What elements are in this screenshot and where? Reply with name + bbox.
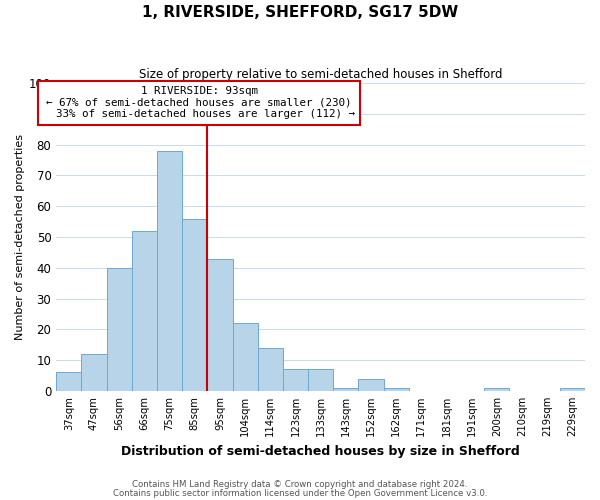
- Bar: [157, 151, 182, 391]
- Text: Contains public sector information licensed under the Open Government Licence v3: Contains public sector information licen…: [113, 490, 487, 498]
- Bar: [383, 388, 409, 391]
- Text: 1, RIVERSIDE, SHEFFORD, SG17 5DW: 1, RIVERSIDE, SHEFFORD, SG17 5DW: [142, 5, 458, 20]
- X-axis label: Distribution of semi-detached houses by size in Shefford: Distribution of semi-detached houses by …: [121, 444, 520, 458]
- Text: Contains HM Land Registry data © Crown copyright and database right 2024.: Contains HM Land Registry data © Crown c…: [132, 480, 468, 489]
- Bar: [107, 268, 132, 391]
- Title: Size of property relative to semi-detached houses in Shefford: Size of property relative to semi-detach…: [139, 68, 502, 80]
- Bar: [132, 231, 157, 391]
- Bar: [56, 372, 82, 391]
- Bar: [283, 370, 308, 391]
- Text: 1 RIVERSIDE: 93sqm  
← 67% of semi-detached houses are smaller (230)
  33% of se: 1 RIVERSIDE: 93sqm ← 67% of semi-detache…: [43, 86, 355, 120]
- Bar: [82, 354, 107, 391]
- Bar: [333, 388, 358, 391]
- Bar: [182, 218, 208, 391]
- Bar: [358, 378, 383, 391]
- Bar: [560, 388, 585, 391]
- Bar: [308, 370, 333, 391]
- Bar: [208, 258, 233, 391]
- Bar: [257, 348, 283, 391]
- Bar: [233, 323, 257, 391]
- Bar: [484, 388, 509, 391]
- Y-axis label: Number of semi-detached properties: Number of semi-detached properties: [15, 134, 25, 340]
